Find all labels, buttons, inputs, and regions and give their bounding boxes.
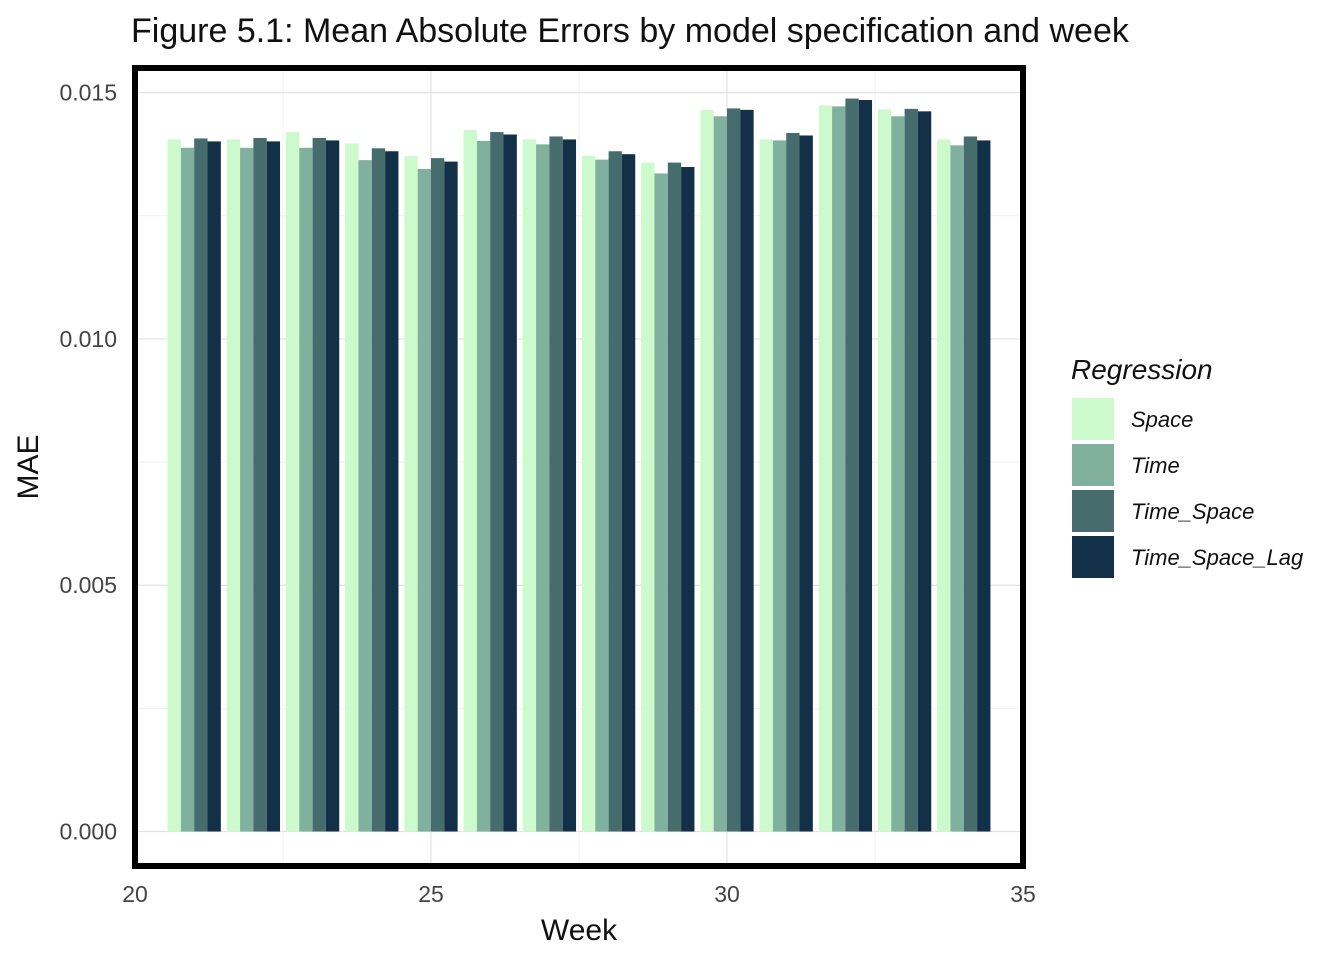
y-tick-label: 0.010	[59, 326, 117, 352]
y-tick-label: 0.005	[59, 572, 117, 598]
legend-label: Space	[1131, 407, 1193, 432]
bar-space	[818, 105, 833, 832]
y-axis-title: MAE	[12, 434, 45, 499]
bar-time	[891, 116, 905, 832]
x-tick-label: 30	[714, 881, 740, 907]
bar-time-space	[845, 98, 859, 832]
legend-label: Time_Space_Lag	[1131, 545, 1304, 570]
legend-swatch	[1070, 396, 1116, 442]
bar-time-space	[727, 108, 741, 832]
bar-time-space-lag	[385, 151, 399, 832]
bar-time-space-lag	[740, 109, 754, 832]
bar-space	[463, 130, 477, 832]
bar-space	[700, 109, 714, 832]
bar-time-space-lag	[503, 134, 517, 832]
x-tick-label: 35	[1010, 881, 1036, 907]
x-tick-label: 20	[122, 881, 148, 907]
bar-time-space-lag	[858, 100, 873, 832]
bar-time-space	[608, 151, 622, 832]
bar-space	[285, 132, 300, 832]
bar-time	[417, 168, 431, 832]
bar-time	[240, 147, 254, 832]
bar-space	[877, 109, 892, 832]
bar-time-space	[490, 132, 504, 832]
x-axis-ticks: 20 25 30 35	[122, 881, 1036, 907]
bar-space	[522, 139, 537, 832]
bar-time	[595, 159, 609, 832]
bar-space	[226, 139, 241, 832]
bar-time	[299, 147, 313, 832]
bar-time-space	[194, 138, 208, 832]
bar-space	[581, 155, 596, 832]
bar-time-space	[253, 137, 267, 832]
bar-time-space	[963, 136, 978, 832]
legend-swatch	[1070, 442, 1116, 488]
legend-title: Regression	[1071, 354, 1213, 385]
bar-time-space	[312, 137, 326, 832]
legend-swatch	[1070, 488, 1116, 534]
bar-time-space	[786, 133, 800, 832]
bar-space	[641, 162, 655, 832]
bar-time-space-lag	[325, 140, 340, 832]
legend: Regression Space Time Time_Space Time_Space…	[1070, 354, 1304, 580]
bar-time-space	[549, 136, 563, 832]
bar-time	[950, 145, 964, 832]
chart-title: Figure 5.1: Mean Absolute Errors by mode…	[131, 12, 1130, 50]
legend-swatch	[1070, 534, 1116, 580]
bar-time	[832, 106, 846, 832]
bar-time-space	[371, 148, 386, 832]
bar-time-space-lag	[681, 167, 695, 832]
bar-time-space	[431, 158, 445, 832]
bar-space	[345, 143, 359, 832]
legend-label: Time_Space	[1131, 499, 1254, 524]
bar-time	[180, 147, 195, 832]
plot-border	[132, 65, 1026, 869]
bar-time-space-lag	[444, 161, 458, 832]
bar-time-space-lag	[621, 154, 636, 832]
bar-time-space-lag	[977, 140, 991, 832]
y-axis-ticks: 0.000 0.005 0.010 0.015	[59, 80, 117, 845]
bar-time	[536, 144, 550, 832]
bar-time-space-lag	[799, 135, 813, 832]
bars-group	[167, 98, 991, 832]
bar-time	[713, 116, 727, 832]
bar-space	[937, 139, 951, 832]
bar-space	[167, 139, 181, 832]
x-axis-title: Week	[541, 914, 618, 947]
bar-space	[404, 156, 418, 832]
bar-time-space-lag	[266, 141, 281, 832]
y-tick-label: 0.015	[59, 80, 117, 106]
bar-time-space-lag	[207, 141, 221, 832]
bar-time-space	[904, 108, 918, 832]
bar-time	[654, 173, 668, 832]
bar-time-space-lag	[562, 139, 577, 832]
bar-time-space-lag	[917, 111, 932, 832]
bar-time-space	[667, 162, 682, 832]
bar-time	[476, 140, 491, 832]
bar-space	[759, 139, 773, 832]
y-tick-label: 0.000	[59, 819, 117, 845]
x-tick-label: 25	[418, 881, 444, 907]
legend-label: Time	[1131, 453, 1180, 478]
bar-time	[772, 140, 787, 832]
bar-time	[358, 160, 372, 832]
